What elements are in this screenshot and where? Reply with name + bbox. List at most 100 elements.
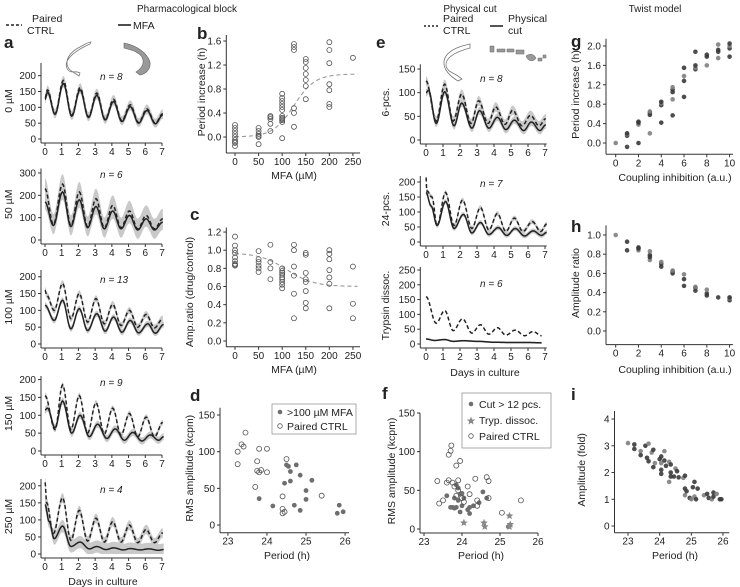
x-tick-label: 23 <box>622 537 634 548</box>
open-point <box>474 497 481 504</box>
y-tick-label: 200 <box>399 280 416 291</box>
panel-h: 0 2 4 6 8 10 0.0 0.2 0.4 0.6 0.8 1.0 Amplitude ratio… <box>570 217 736 376</box>
x-tick-label: 0 <box>613 349 619 360</box>
filled-point <box>270 503 276 509</box>
open-point <box>258 467 265 473</box>
open-point <box>279 104 286 110</box>
filled-point <box>303 488 309 493</box>
filled-point <box>288 469 293 474</box>
x-tick-label: 2 <box>76 459 82 470</box>
panel-letter: c <box>190 205 199 224</box>
y-tick-label: 0.4 <box>587 119 601 130</box>
x-tick-label: 2 <box>457 352 463 363</box>
open-point <box>279 90 286 97</box>
open-point <box>485 478 492 484</box>
filled-point <box>340 509 346 515</box>
open-point <box>267 113 274 119</box>
legend-ctrl-label: Paired <box>443 13 474 25</box>
y-axis-label: RMS amplitude (kcpm) <box>386 418 398 525</box>
open-point <box>279 493 286 500</box>
model-point <box>670 113 675 118</box>
open-point <box>485 495 492 501</box>
legend-a: Paired CTRL MFA <box>6 13 155 37</box>
fit-curve <box>234 253 358 287</box>
open-point <box>255 265 262 272</box>
y-tick-label: 150 <box>399 295 416 306</box>
treatment-trace <box>425 338 542 344</box>
n-label: n = 13 <box>100 275 129 286</box>
open-point <box>279 271 286 278</box>
x-axis-label: Period (h) <box>652 550 698 562</box>
open-point <box>234 461 241 468</box>
model-point <box>727 295 732 300</box>
y-tick-label: 150 <box>399 65 416 76</box>
model-point <box>682 492 688 498</box>
open-point <box>326 256 333 263</box>
x-tick-label: 0 <box>42 248 48 259</box>
filled-point <box>256 496 262 502</box>
panel-letter: a <box>4 33 14 52</box>
star-marker-icon <box>466 416 476 425</box>
x-tick-label: 0 <box>42 562 48 573</box>
x-tick-label: 4 <box>109 147 115 158</box>
open-point <box>232 131 238 137</box>
legend-e: Paired CTRL Physical cut <box>424 13 547 37</box>
open-point <box>279 98 286 104</box>
n-label: n = 4 <box>100 485 123 496</box>
open-point <box>232 250 238 256</box>
x-tick-label: 50 <box>253 351 265 362</box>
y-tick-label: 0.0 <box>207 133 221 144</box>
model-point <box>632 442 637 447</box>
ctrl-trace <box>44 383 164 438</box>
x-axis-label: MFA (µM) <box>271 170 317 182</box>
y-tick-label: 50 <box>404 325 416 336</box>
model-point <box>715 47 721 53</box>
open-point <box>232 128 238 134</box>
open-point <box>279 285 286 292</box>
open-point <box>232 254 238 261</box>
legend-ctrl-label: Paired <box>32 13 63 25</box>
y-tick-label: 100 <box>399 88 416 99</box>
model-point <box>613 140 618 146</box>
open-point <box>279 114 286 121</box>
open-point <box>291 105 297 112</box>
y-tick-label: 200 <box>19 272 36 283</box>
open-point <box>279 510 286 517</box>
model-point <box>632 446 637 452</box>
open-point <box>326 104 333 110</box>
x-tick-label: 0 <box>42 459 48 470</box>
x-tick-label: 7 <box>542 250 548 261</box>
y-tick-label: 100 <box>399 310 416 321</box>
panel-letter: d <box>190 386 200 405</box>
open-point <box>291 263 297 270</box>
legend-box <box>271 403 357 435</box>
open-point <box>460 499 467 505</box>
x-tick-label: 7 <box>159 562 165 573</box>
x-tick-label: 6 <box>681 349 687 360</box>
open-point <box>474 502 481 509</box>
y-tick-label: 1.6 <box>207 37 221 48</box>
y-tick-label: 1.6 <box>587 61 601 72</box>
open-point <box>232 134 238 140</box>
open-point <box>326 250 333 257</box>
model-point <box>638 452 643 458</box>
y-tick-label: 0 <box>209 521 215 532</box>
model-point <box>636 140 641 146</box>
x-tick-label: 5 <box>126 147 132 158</box>
tissue-slice-icons-a <box>65 41 151 77</box>
y-tick-label: 0 <box>30 340 36 351</box>
panel-letter: f <box>382 384 388 403</box>
x-axis-label: Days in culture <box>68 576 138 587</box>
y-tick-label: 0.6 <box>207 282 221 293</box>
model-point <box>670 84 675 90</box>
legend-item-mfa: >100 µM MFA <box>287 407 353 419</box>
model-point <box>704 52 710 58</box>
model-point <box>638 448 643 454</box>
x-tick-label: 3 <box>92 459 98 470</box>
y-tick-label: 50 <box>25 429 37 440</box>
